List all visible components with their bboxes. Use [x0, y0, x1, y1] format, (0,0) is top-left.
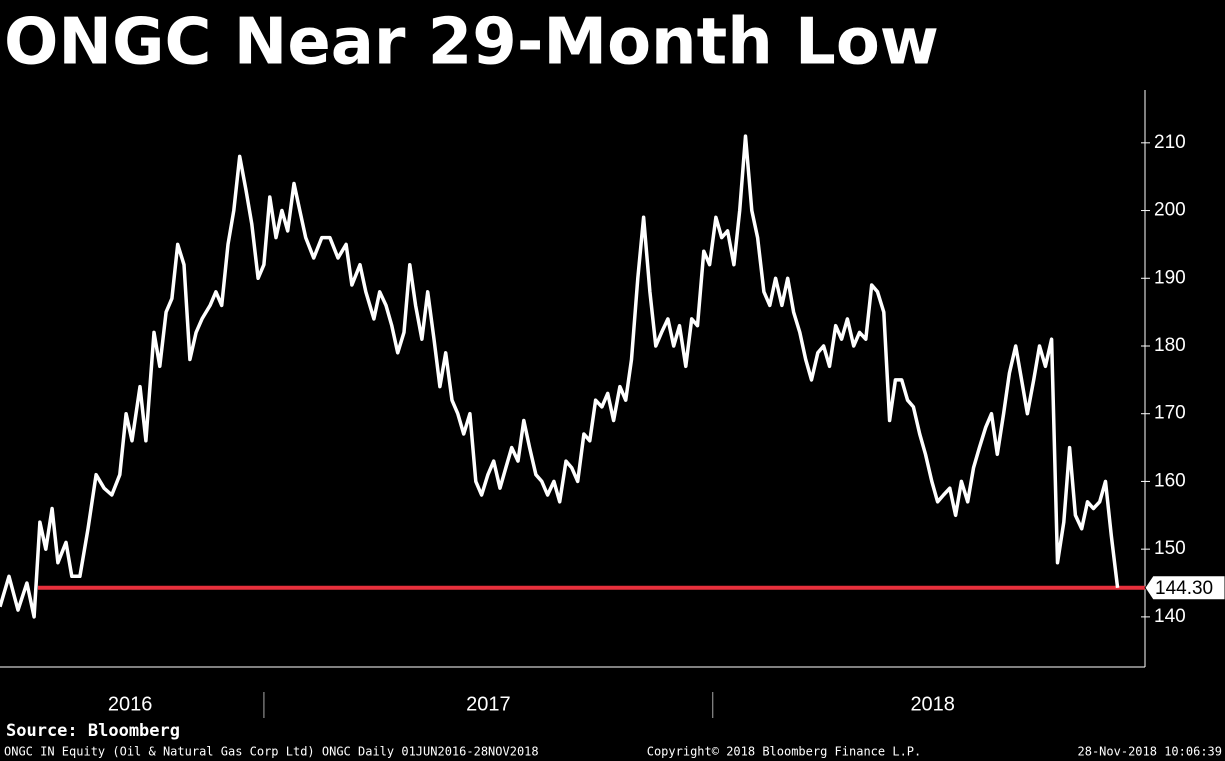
reference-label: 144.30: [1155, 578, 1213, 599]
chart-title: ONGC Near 29-Month Low: [4, 6, 939, 80]
y-tick-label: 180: [1154, 335, 1186, 356]
x-tick-label: 2018: [910, 693, 955, 715]
x-tick-label: 2016: [108, 693, 153, 715]
y-tick-label: 190: [1154, 267, 1186, 288]
y-tick-label: 200: [1154, 200, 1186, 221]
x-tick-label: 2017: [466, 693, 511, 715]
y-tick-label: 170: [1154, 403, 1186, 424]
y-tick-label: 140: [1154, 606, 1186, 627]
reference-label-box: [1144, 575, 1225, 601]
footer-center: Copyright© 2018 Bloomberg Finance L.P.: [647, 745, 922, 759]
source: Source: Bloomberg: [6, 721, 180, 741]
price-line: [0, 134, 1120, 619]
y-tick-label: 210: [1154, 132, 1186, 153]
footer-left: ONGC IN Equity (Oil & Natural Gas Corp L…: [4, 745, 539, 759]
y-tick-label: 160: [1154, 470, 1186, 491]
footer-right: 28-Nov-2018 10:06:39: [1078, 745, 1223, 759]
y-tick-label: 150: [1154, 538, 1186, 559]
